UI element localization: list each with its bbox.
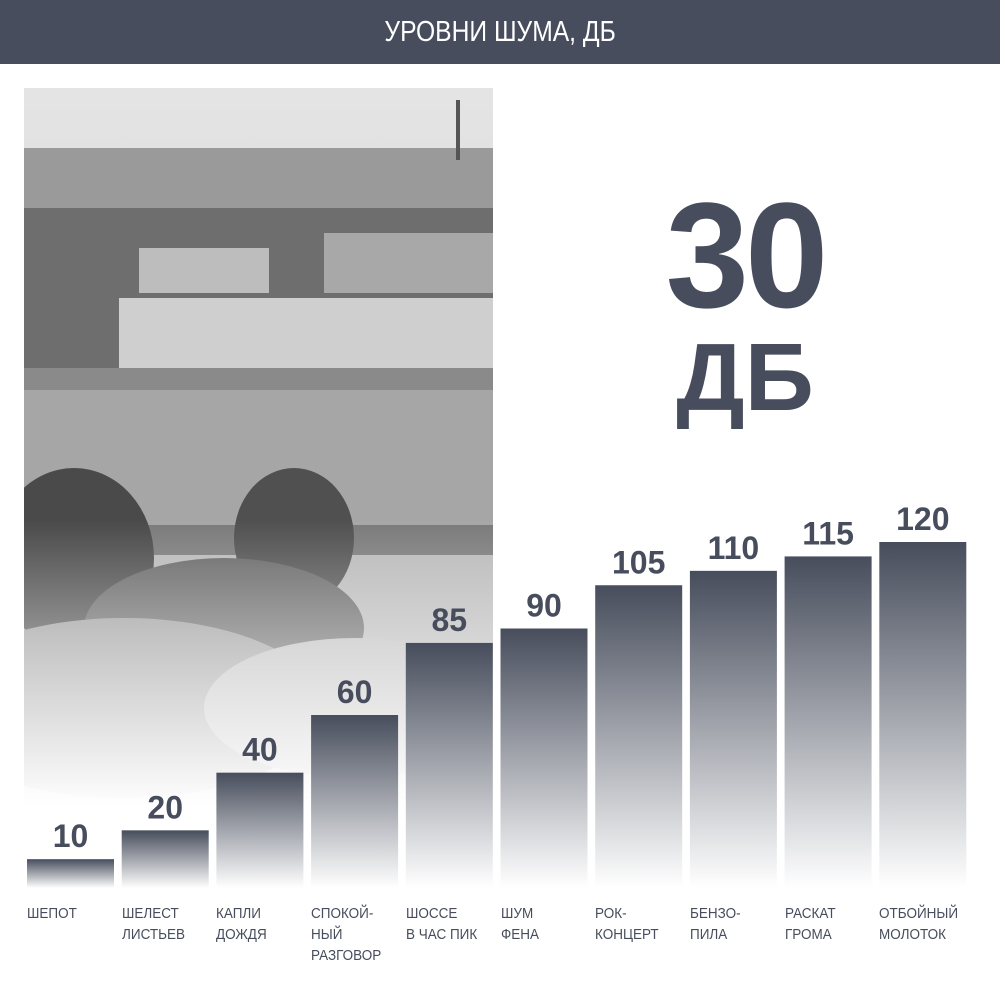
highlight-value: 30 xyxy=(665,171,829,339)
bar xyxy=(27,859,114,888)
data-label: 105 xyxy=(612,544,665,580)
data-label: 115 xyxy=(802,515,854,551)
bar xyxy=(405,642,493,888)
category-label: ШОССЕ В ЧАС ПИК xyxy=(405,905,478,943)
bar xyxy=(500,628,588,888)
bar xyxy=(311,715,399,888)
bar xyxy=(595,585,683,888)
data-label: 40 xyxy=(242,732,278,768)
data-label: 90 xyxy=(526,588,562,624)
city-river-photo xyxy=(24,88,493,808)
category-label: РОК- КОНЦЕРТ xyxy=(595,905,659,943)
category-label: ШУМ ФЕНА xyxy=(500,905,539,943)
bar xyxy=(879,542,967,888)
bar xyxy=(784,556,872,888)
bar xyxy=(689,570,777,888)
highlight-unit: ДБ xyxy=(676,324,814,431)
data-label: 120 xyxy=(896,501,949,537)
data-label: 110 xyxy=(708,530,760,566)
header-bar: УРОВНИ ШУМА, ДБ xyxy=(0,0,1000,64)
data-label: 20 xyxy=(147,789,183,825)
category-label: ШЕПОТ xyxy=(27,905,77,922)
category-label: ШЕЛЕСТ ЛИСТЬЕВ xyxy=(121,905,185,943)
category-label: ОТБОЙНЫЙ МОЛОТОК xyxy=(879,905,959,943)
data-label: 10 xyxy=(53,818,89,854)
page-title: УРОВНИ ШУМА, ДБ xyxy=(384,15,616,48)
data-label: 85 xyxy=(432,602,468,638)
category-label: КАПЛИ ДОЖДЯ xyxy=(216,905,268,943)
bar xyxy=(121,830,209,888)
category-label: БЕНЗО- ПИЛА xyxy=(689,905,741,943)
category-label: РАСКАТ ГРОМА xyxy=(784,905,836,943)
category-label: СПОКОЙ- НЫЙ РАЗГОВОР xyxy=(311,905,382,964)
bar xyxy=(216,772,304,888)
data-label: 60 xyxy=(337,674,373,710)
